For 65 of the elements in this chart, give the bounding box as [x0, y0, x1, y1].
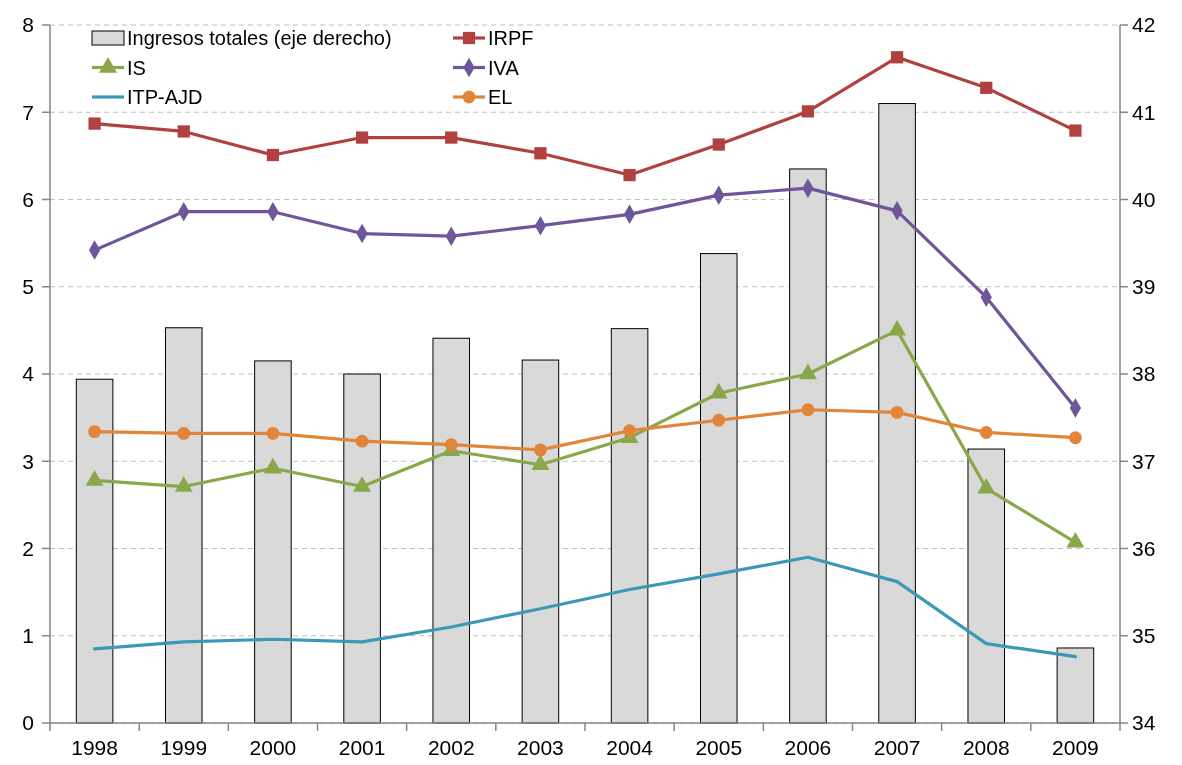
- point: [88, 117, 101, 130]
- point: [980, 81, 993, 94]
- x-tick-label: 2006: [784, 736, 832, 759]
- point: [88, 425, 102, 439]
- y-tick-label: 1: [22, 624, 34, 648]
- x-tick-label: 2008: [962, 736, 1010, 759]
- point: [712, 138, 725, 151]
- x-tick-label: 2004: [606, 736, 654, 759]
- point: [623, 168, 636, 182]
- y2-tick-label: 40: [1132, 187, 1156, 211]
- point: [355, 434, 369, 448]
- point: [85, 470, 104, 486]
- y-tick-label: 6: [22, 187, 34, 211]
- point: [1066, 532, 1085, 548]
- y-tick-label: 2: [22, 536, 34, 560]
- y2-tick-label: 37: [1132, 449, 1156, 473]
- y-tick-label: 0: [22, 711, 34, 735]
- x-tick-label: 2000: [249, 736, 297, 759]
- x-tick-label: 2001: [338, 736, 386, 759]
- point: [445, 131, 458, 144]
- y2-tick-label: 39: [1132, 275, 1156, 299]
- y2-tick-label: 34: [1132, 711, 1156, 735]
- point: [266, 148, 280, 162]
- point: [890, 51, 904, 64]
- x-tick-label: 1999: [160, 736, 208, 759]
- point: [890, 405, 904, 419]
- y2-tick-label: 38: [1132, 362, 1156, 386]
- point: [355, 131, 369, 144]
- legend-label: IVA: [488, 56, 520, 79]
- point: [1068, 431, 1082, 445]
- y2-tick-label: 36: [1132, 536, 1156, 560]
- point: [801, 403, 815, 417]
- x-tick-label: 1998: [71, 736, 118, 759]
- point: [801, 105, 815, 118]
- x-tick-label: 2009: [1052, 736, 1099, 759]
- y-tick-label: 4: [22, 362, 35, 386]
- y2-tick-label: 42: [1132, 13, 1156, 37]
- x-tick-label: 2007: [873, 736, 921, 759]
- legend-label: IS: [127, 56, 146, 79]
- legend-label: EL: [488, 86, 513, 108]
- point: [177, 125, 190, 138]
- point: [444, 438, 458, 452]
- line-series: [92, 555, 1078, 659]
- point: [174, 476, 193, 492]
- point: [533, 443, 547, 457]
- y-tick-label: 5: [22, 275, 34, 299]
- point: [623, 424, 637, 438]
- legend-label: ITP-AJD: [127, 86, 203, 108]
- y-tick-label: 8: [22, 13, 34, 37]
- x-tick-label: 2003: [517, 736, 564, 759]
- point: [534, 147, 547, 160]
- y2-tick-label: 41: [1132, 100, 1156, 124]
- x-tick-label: 2005: [695, 736, 743, 759]
- point: [712, 413, 726, 427]
- point: [1069, 124, 1082, 137]
- point: [353, 476, 372, 492]
- point: [266, 426, 280, 440]
- y2-tick-label: 35: [1132, 624, 1156, 648]
- legend-label: Ingresos totales (eje derecho): [127, 27, 392, 49]
- y-tick-label: 7: [22, 100, 34, 124]
- y-tick-label: 3: [22, 449, 34, 473]
- x-tick-label: 2002: [427, 736, 475, 759]
- legend-label: IRPF: [488, 27, 534, 49]
- point: [177, 426, 191, 440]
- point: [979, 426, 993, 439]
